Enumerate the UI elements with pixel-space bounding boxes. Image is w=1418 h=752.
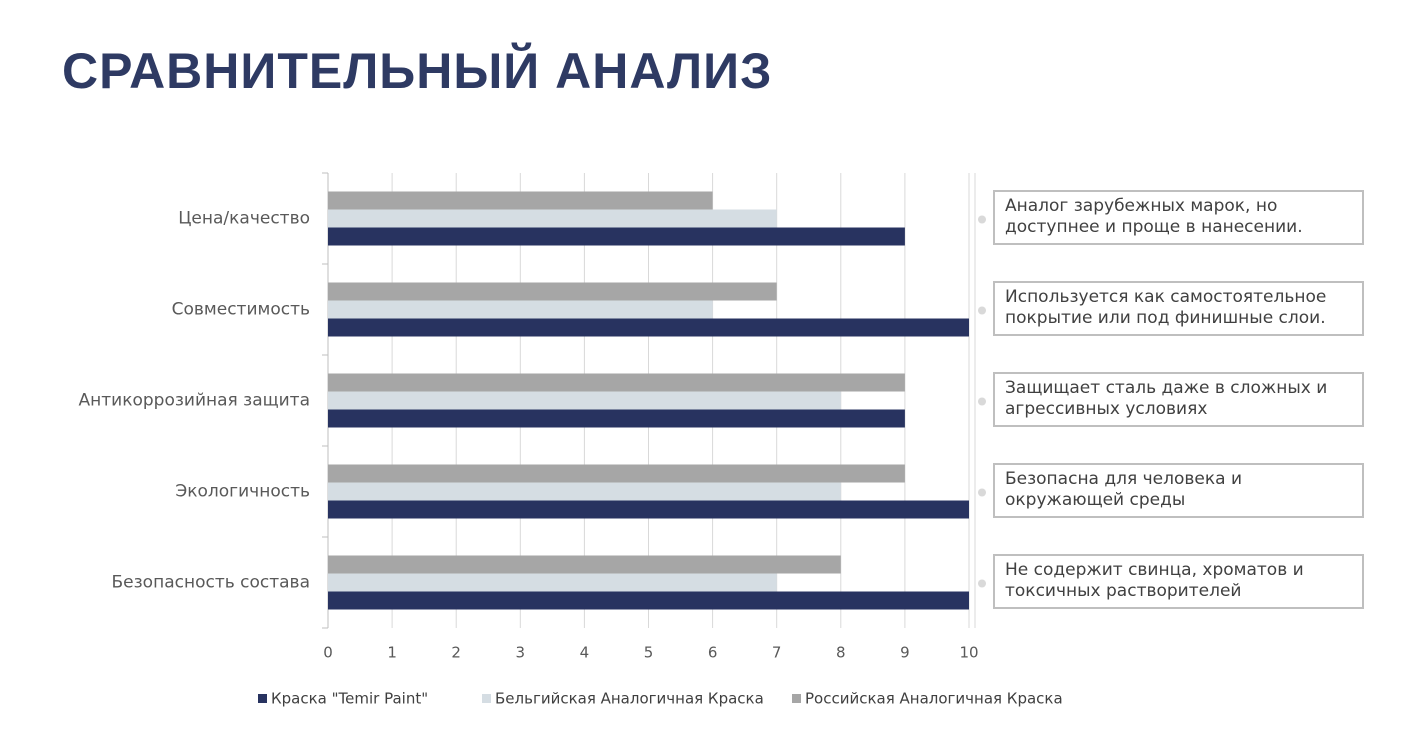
annotation: Аналог зарубежных марок, но доступнее и … — [993, 189, 1364, 245]
x-tick-label: 5 — [644, 644, 654, 662]
bar — [328, 191, 713, 210]
x-tick-label: 1 — [387, 644, 397, 662]
annotation-dot — [978, 306, 986, 315]
annotation-dot — [978, 215, 986, 224]
annotation: Защищает сталь даже в сложных и агрессив… — [993, 371, 1364, 427]
x-tick-label: 4 — [580, 644, 590, 662]
annotation-dot — [978, 488, 986, 497]
legend-swatch — [792, 694, 801, 703]
annotation: Используется как самостоятельное покрыти… — [993, 280, 1364, 336]
y-tick-label: Экологичность — [175, 482, 310, 502]
bar — [328, 591, 969, 610]
legend-label: Российская Аналогичная Краска — [805, 690, 1063, 708]
bar — [328, 464, 905, 483]
x-tick-label: 7 — [772, 644, 782, 662]
annotation: Безопасна для человека и окружающей сред… — [993, 462, 1364, 518]
legend-label: Краска "Temir Paint" — [271, 690, 428, 708]
bar — [328, 300, 713, 319]
x-tick-label: 3 — [516, 644, 526, 662]
bar — [328, 409, 905, 428]
annotation-dot — [978, 397, 986, 406]
annotation-dot — [978, 579, 986, 588]
bar — [328, 573, 777, 592]
y-tick-label: Безопасность состава — [112, 573, 310, 593]
bar — [328, 500, 969, 519]
bar — [328, 391, 841, 410]
bar — [328, 318, 969, 337]
x-tick-label: 9 — [900, 644, 910, 662]
x-tick-label: 10 — [959, 644, 978, 662]
x-tick-label: 0 — [323, 644, 333, 662]
y-tick-label: Совместимость — [172, 300, 310, 320]
bar — [328, 209, 777, 228]
bar — [328, 555, 841, 574]
legend-swatch — [258, 694, 267, 703]
bar — [328, 373, 905, 392]
x-tick-label: 6 — [708, 644, 718, 662]
bar — [328, 282, 777, 301]
x-tick-label: 8 — [836, 644, 846, 662]
y-tick-label: Цена/качество — [178, 209, 310, 229]
legend-swatch — [482, 694, 491, 703]
bar — [328, 227, 905, 246]
y-tick-label: Антикоррозийная защита — [79, 391, 310, 411]
annotation: Не содержит свинца, хроматов и токсичных… — [993, 553, 1364, 609]
chart-title: СРАВНИТЕЛЬНЫЙ АНАЛИЗ — [62, 42, 772, 99]
bar — [328, 482, 841, 501]
legend-label: Бельгийская Аналогичная Краска — [495, 690, 764, 708]
x-tick-label: 2 — [451, 644, 461, 662]
